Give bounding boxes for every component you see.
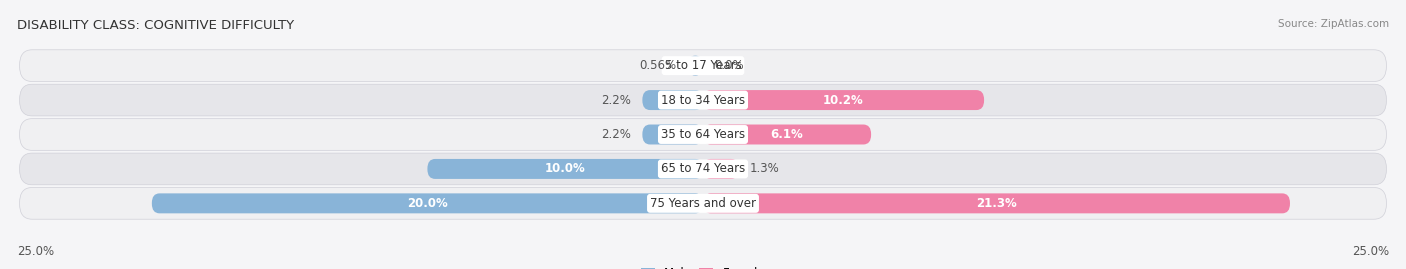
Text: 0.0%: 0.0% (714, 59, 744, 72)
Text: 25.0%: 25.0% (17, 245, 53, 258)
Text: 5 to 17 Years: 5 to 17 Years (665, 59, 741, 72)
Text: 18 to 34 Years: 18 to 34 Years (661, 94, 745, 107)
Text: 0.56%: 0.56% (640, 59, 676, 72)
Text: 2.2%: 2.2% (602, 128, 631, 141)
FancyBboxPatch shape (703, 90, 984, 110)
Text: DISABILITY CLASS: COGNITIVE DIFFICULTY: DISABILITY CLASS: COGNITIVE DIFFICULTY (17, 19, 294, 32)
Text: 65 to 74 Years: 65 to 74 Years (661, 162, 745, 175)
FancyBboxPatch shape (20, 119, 1386, 150)
FancyBboxPatch shape (20, 50, 1386, 82)
FancyBboxPatch shape (20, 153, 1386, 185)
Text: 10.2%: 10.2% (823, 94, 863, 107)
Text: 21.3%: 21.3% (976, 197, 1017, 210)
FancyBboxPatch shape (643, 90, 703, 110)
Text: 6.1%: 6.1% (770, 128, 803, 141)
FancyBboxPatch shape (703, 193, 1289, 213)
Text: 1.3%: 1.3% (749, 162, 779, 175)
FancyBboxPatch shape (703, 125, 872, 144)
FancyBboxPatch shape (688, 56, 703, 76)
FancyBboxPatch shape (20, 84, 1386, 116)
Text: 20.0%: 20.0% (408, 197, 447, 210)
Text: Source: ZipAtlas.com: Source: ZipAtlas.com (1278, 19, 1389, 29)
Text: 2.2%: 2.2% (602, 94, 631, 107)
Text: 25.0%: 25.0% (1353, 245, 1389, 258)
Text: 75 Years and over: 75 Years and over (650, 197, 756, 210)
Legend: Male, Female: Male, Female (641, 267, 765, 269)
FancyBboxPatch shape (20, 187, 1386, 219)
FancyBboxPatch shape (427, 159, 703, 179)
Text: 35 to 64 Years: 35 to 64 Years (661, 128, 745, 141)
FancyBboxPatch shape (643, 125, 703, 144)
Text: 10.0%: 10.0% (546, 162, 585, 175)
FancyBboxPatch shape (152, 193, 703, 213)
FancyBboxPatch shape (703, 159, 738, 179)
